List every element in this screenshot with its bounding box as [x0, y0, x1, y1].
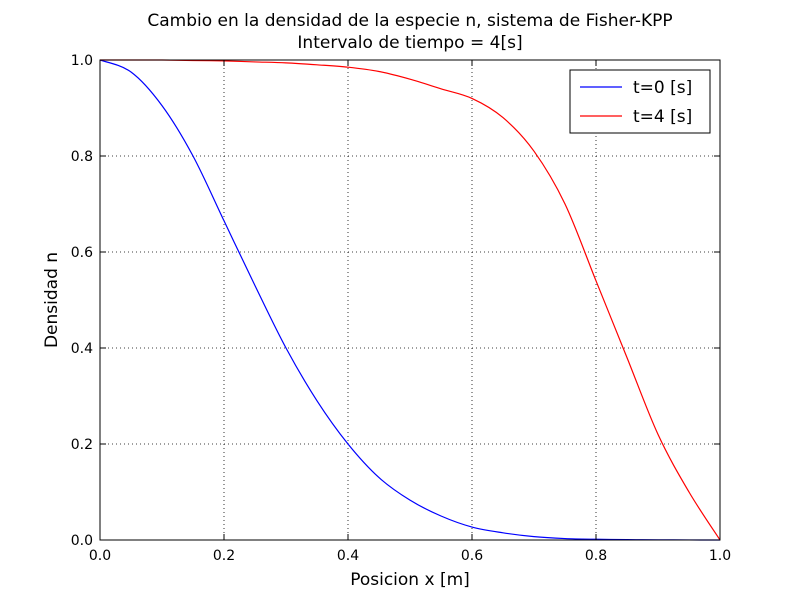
- x-axis-label: Posicion x [m]: [350, 570, 470, 590]
- y-tick-label: 0.2: [71, 437, 93, 453]
- x-tick-label: 0.0: [89, 548, 111, 564]
- chart-subtitle: Intervalo de tiempo = 4[s]: [297, 33, 522, 53]
- y-tick-label: 1.0: [71, 53, 93, 69]
- plot-frame: [99, 59, 721, 541]
- y-axis-label: Densidad n: [42, 252, 62, 348]
- legend-label-t4: t=4 [s]: [633, 107, 692, 127]
- x-tick-label: 0.6: [461, 548, 483, 564]
- axis-ticks: 0.0 0.2 0.4 0.6 0.8 1.0 0.0 0.2 0.4 0.6 0.8 1.0: [71, 53, 731, 564]
- x-tick-label: 0.4: [337, 548, 359, 564]
- y-tick-label: 0.8: [71, 149, 93, 165]
- y-tick-label: 0.6: [71, 245, 93, 261]
- legend-label-t0: t=0 [s]: [633, 78, 692, 98]
- x-tick-label: 1.0: [709, 548, 731, 564]
- y-tick-label: 0.0: [71, 533, 93, 549]
- series-line-1: [100, 59, 721, 541]
- chart-title: Cambio en la densidad de la especie n, s…: [147, 11, 672, 31]
- x-tick-label: 0.8: [585, 548, 607, 564]
- y-tick-label: 0.4: [71, 341, 93, 357]
- legend: t=0 [s] t=4 [s]: [569, 69, 711, 134]
- x-tick-label: 0.2: [213, 548, 235, 564]
- legend-box: [569, 69, 711, 134]
